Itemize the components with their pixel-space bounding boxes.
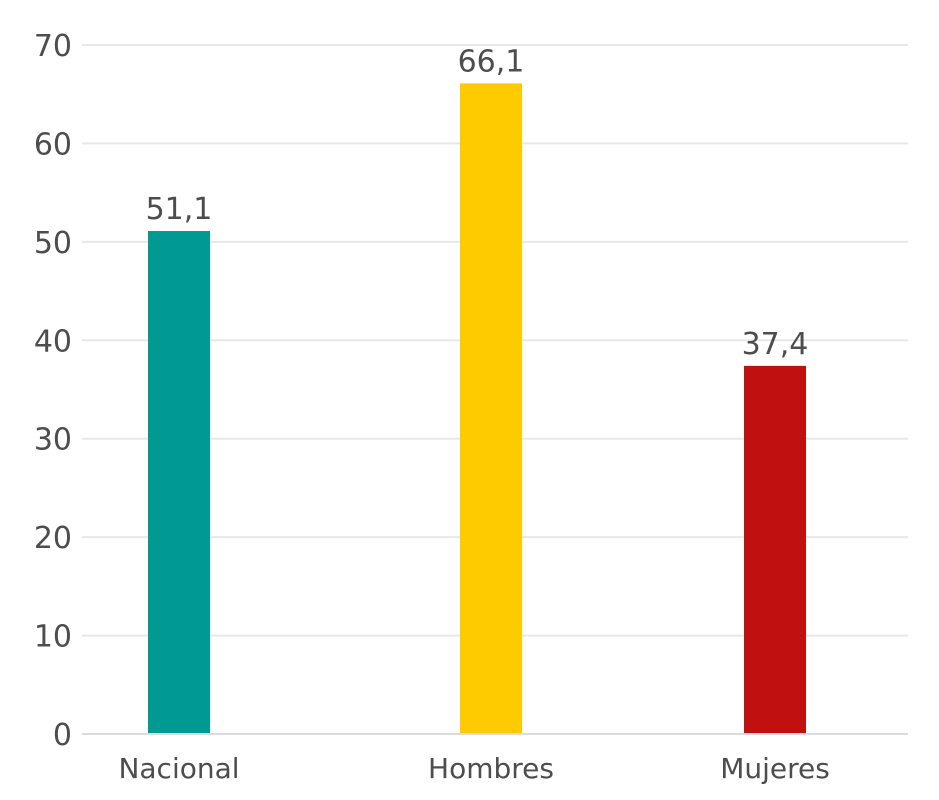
y-tick-label: 20 [34,521,72,556]
y-tick-label: 60 [34,127,72,162]
y-tick-label: 40 [34,324,72,359]
y-axis-ticks: 0 10 20 30 40 50 60 70 [34,29,72,753]
bar-mujeres [744,365,806,734]
bar-nacional [148,231,210,734]
x-category-label-hombres: Hombres [428,752,554,785]
y-tick-label: 0 [53,718,72,753]
data-label-hombres: 66,1 [458,44,525,79]
y-tick-label: 10 [34,620,72,655]
bar-hombres [460,83,522,734]
bars [148,83,806,734]
data-label-mujeres: 37,4 [742,327,809,362]
x-category-label-nacional: Nacional [118,752,239,785]
data-label-nacional: 51,1 [146,192,213,227]
y-tick-label: 30 [34,423,72,458]
y-tick-label: 50 [34,226,72,261]
x-axis-categories: Nacional Hombres Mujeres [118,752,829,785]
x-category-label-mujeres: Mujeres [720,752,830,785]
data-labels: 51,1 66,1 37,4 [146,44,809,361]
y-tick-label: 70 [34,29,72,64]
